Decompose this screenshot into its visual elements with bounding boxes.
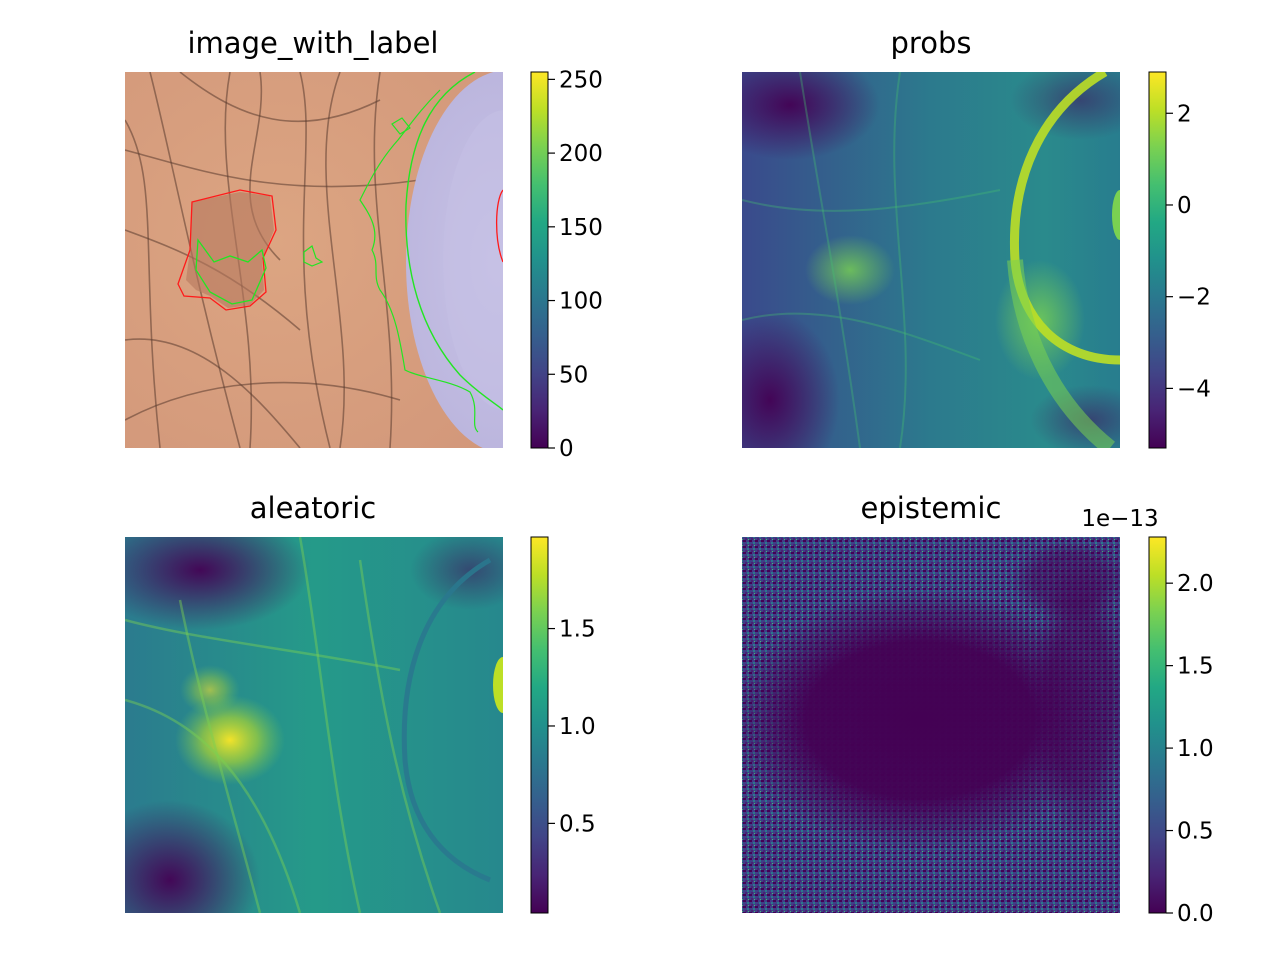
colorbar-tick-label: 0.0 <box>1177 901 1214 927</box>
colorbar-tick-label: 1.0 <box>559 714 596 740</box>
colorbar-ticks: −4 −2 0 2 <box>1166 101 1211 402</box>
colorbar-tick-label: 1.5 <box>559 617 596 643</box>
colorbar: −4 −2 0 2 <box>1148 71 1211 449</box>
colorbar-tick-label: 0.5 <box>559 811 596 837</box>
colorbar-tick-label: 50 <box>559 362 588 388</box>
panel-aleatoric: aleatoric 0.5 1.0 1.5 <box>125 491 596 914</box>
panel-title: probs <box>891 26 972 60</box>
colorbar-tick-label: 2.0 <box>1177 571 1214 597</box>
colorbar-tick-label: 250 <box>559 67 603 93</box>
panel-title: image_with_label <box>188 26 439 60</box>
prediction-contour <box>195 238 267 305</box>
colorbar-ticks: 0 50 100 150 200 250 <box>548 67 603 462</box>
colorbar-tick-label: 1.5 <box>1177 654 1214 680</box>
colorbar-tick-label: 0 <box>559 436 574 462</box>
colorbar-tick-label: 0.5 <box>1177 819 1214 845</box>
colorbar-tick-label: −2 <box>1177 285 1211 311</box>
colorbar-tick-label: 0 <box>1177 193 1192 219</box>
colorbar-tick-label: 100 <box>559 289 603 315</box>
heatmap-area <box>125 537 503 913</box>
panel-title: aleatoric <box>250 491 376 525</box>
cap-contour-outer <box>359 89 479 433</box>
colorbar-tick-label: 200 <box>559 141 603 167</box>
panel-title: epistemic <box>861 491 1002 525</box>
small-contour-2 <box>391 117 411 135</box>
colorbar-tick-label: 1.0 <box>1177 736 1214 762</box>
panel-epistemic: epistemic 0.0 0.5 1.0 1.5 2.0 1e−13 <box>742 491 1214 927</box>
image-area <box>125 72 503 448</box>
colorbar-tick-label: −4 <box>1177 376 1211 402</box>
label-contour <box>177 189 277 311</box>
colorbar-tick-label: 2 <box>1177 101 1192 127</box>
lesion <box>186 192 274 308</box>
heatmap-area <box>742 72 1120 448</box>
label-contour-right <box>496 189 503 263</box>
cap-contour <box>405 72 503 411</box>
heatmap-area <box>742 537 1120 913</box>
colorbar-ticks: 0.5 1.0 1.5 <box>548 617 596 837</box>
crescent <box>1009 72 1120 365</box>
colorbar: 0.0 0.5 1.0 1.5 2.0 1e−13 <box>1081 506 1213 927</box>
colorbar: 0 50 100 150 200 250 <box>530 67 603 462</box>
panel-probs: probs −4 −2 0 2 <box>742 26 1211 449</box>
crescent <box>401 557 492 883</box>
small-contour <box>303 245 324 267</box>
colorbar: 0.5 1.0 1.5 <box>530 536 596 914</box>
colorbar-ticks: 0.0 0.5 1.0 1.5 2.0 <box>1166 571 1214 927</box>
colorbar-tick-label: 150 <box>559 215 603 241</box>
colorbar-offset-label: 1e−13 <box>1081 506 1158 532</box>
panel-image-with-label: image_with_label <box>125 26 603 462</box>
